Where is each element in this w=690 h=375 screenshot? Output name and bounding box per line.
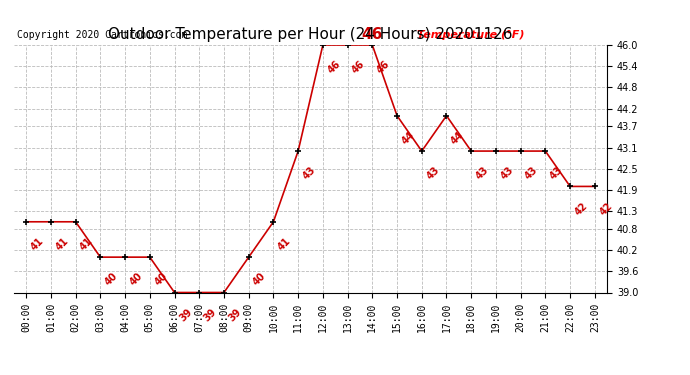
Title: Outdoor Temperature per Hour (24 Hours) 20201126: Outdoor Temperature per Hour (24 Hours) … bbox=[108, 27, 513, 42]
Text: 46: 46 bbox=[375, 59, 392, 75]
Text: Copyright 2020 Cartronics.com: Copyright 2020 Cartronics.com bbox=[17, 30, 187, 40]
Text: 39: 39 bbox=[202, 306, 219, 323]
Text: 41: 41 bbox=[79, 236, 95, 252]
Text: 41: 41 bbox=[276, 236, 293, 252]
Text: 46: 46 bbox=[362, 27, 383, 42]
Text: 43: 43 bbox=[524, 165, 540, 182]
Text: 44: 44 bbox=[449, 130, 466, 146]
Text: 42: 42 bbox=[573, 200, 589, 217]
Text: 43: 43 bbox=[424, 165, 441, 182]
Text: 42: 42 bbox=[598, 200, 614, 217]
Text: 43: 43 bbox=[548, 165, 565, 182]
Text: 46: 46 bbox=[326, 59, 342, 75]
Text: 43: 43 bbox=[499, 165, 515, 182]
Text: 43: 43 bbox=[474, 165, 491, 182]
Text: 40: 40 bbox=[128, 271, 144, 288]
Text: 46: 46 bbox=[351, 59, 367, 75]
Text: 40: 40 bbox=[103, 271, 120, 288]
Text: 41: 41 bbox=[54, 236, 70, 252]
Text: 40: 40 bbox=[251, 271, 268, 288]
Text: Temperature (°F): Temperature (°F) bbox=[417, 30, 525, 40]
Text: 39: 39 bbox=[227, 306, 244, 323]
Text: 41: 41 bbox=[29, 236, 46, 252]
Text: 43: 43 bbox=[301, 165, 317, 182]
Text: 40: 40 bbox=[152, 271, 169, 288]
Text: 44: 44 bbox=[400, 130, 417, 146]
Text: 39: 39 bbox=[177, 306, 194, 323]
